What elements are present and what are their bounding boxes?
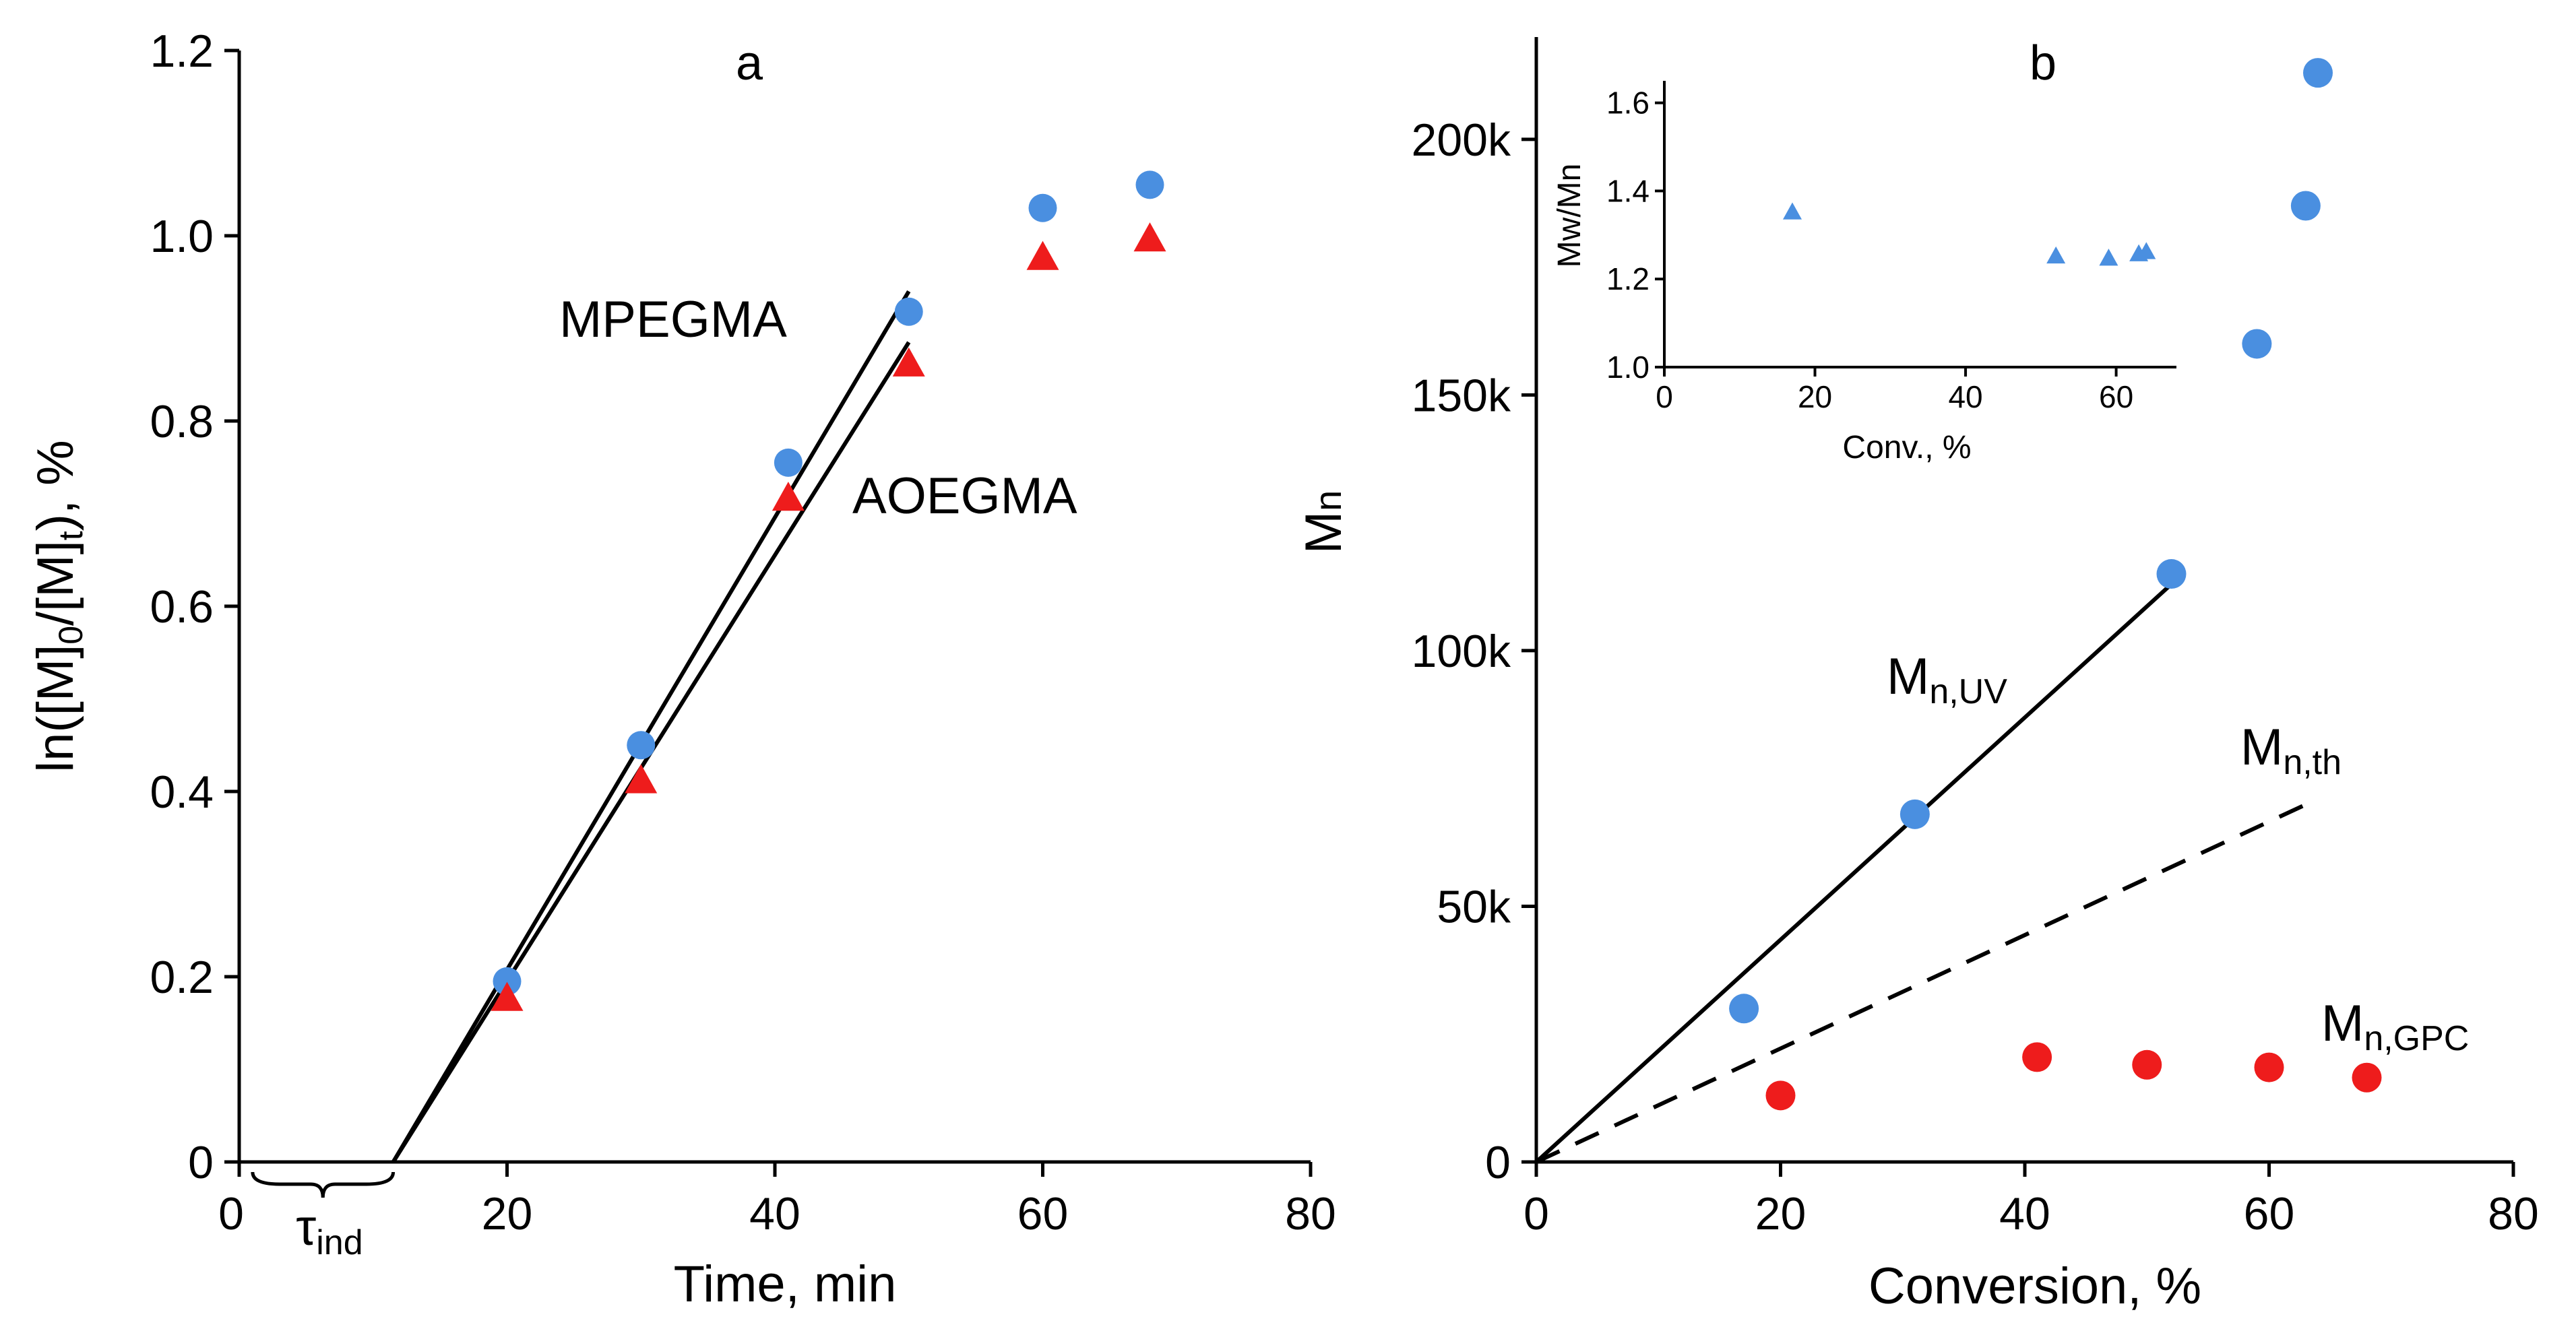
y-axis-label: ln([M]0/[M]t), %	[27, 440, 90, 773]
inset-dispersity-point	[2046, 246, 2066, 264]
y-tick-label-b: 200k	[1412, 115, 1511, 166]
x-tick-label-b: 60	[2244, 1188, 2295, 1239]
panel-b: 0 50k 100k 150k 200k 0 20 40 60 80 Conversion, % Mn…	[1295, 36, 2539, 1315]
mpegma-point	[493, 967, 522, 996]
induction-label: τind	[296, 1199, 363, 1262]
y-tick-label-b: 50k	[1437, 881, 1511, 932]
aoegma-point	[491, 981, 524, 1011]
mn-gpc-point	[1765, 1080, 1796, 1111]
inset-x-axis-label: Conv., %	[1842, 430, 1971, 465]
x-tick-label: 40	[749, 1188, 800, 1239]
aoegma-point	[1133, 222, 1166, 252]
aoegma-point	[1026, 240, 1059, 270]
y-tick-label: 1.2	[150, 26, 214, 77]
induction-label-sub: ind	[316, 1223, 363, 1262]
y-axis-label-mid: /[M]	[27, 540, 84, 626]
x-tick-label: 20	[482, 1188, 533, 1239]
y-tick-label: 0	[188, 1137, 214, 1188]
fit-line-mpegma	[391, 290, 911, 1163]
induction-brace	[251, 1171, 396, 1198]
y-axis-label-s1: 0	[52, 626, 90, 645]
label-n-gpc-sub: n,GPC	[2364, 1019, 2469, 1058]
y-tick-label-b: 100k	[1412, 626, 1511, 677]
label-n-uv-main: M	[1887, 648, 1929, 705]
y-tick-label: 0.8	[150, 396, 214, 447]
inset-chart: 1.0 1.2 1.4 1.6 0 20 40 60 Conv., % Mw/Mn	[1552, 81, 2176, 465]
mn-gpc-point	[2254, 1052, 2284, 1082]
inset-y-tick-label: 1.2	[1606, 261, 1650, 296]
label-mpegma: MPEGMA	[559, 291, 787, 348]
y-tick-label: 1.0	[150, 211, 214, 262]
inset-x-tick-label: 20	[1798, 379, 1832, 414]
mn-uv-point	[2242, 329, 2272, 359]
inset-x-tick-label: 0	[1656, 379, 1673, 414]
inset-y-tick-label: 1.6	[1606, 86, 1650, 121]
panel-label-a: a	[736, 36, 763, 90]
y-axis-label-s2: t	[52, 531, 90, 540]
mn-gpc-point	[2132, 1049, 2162, 1080]
y-axis-label-b-sub: n	[1307, 490, 1349, 511]
induction-label-main: τ	[296, 1199, 316, 1256]
aoegma-point	[772, 482, 805, 511]
label-n-th: Mn,th	[2240, 719, 2342, 782]
inset-y-axis-label: Mw/Mn	[1552, 164, 1588, 268]
inset-y-tick-label: 1.4	[1606, 173, 1650, 208]
y-axis-label-post: ), %	[27, 440, 84, 531]
x-tick-label-b: 40	[1999, 1188, 2050, 1239]
mn-uv-point	[2303, 58, 2333, 88]
y-axis-label-b-main: M	[1295, 511, 1352, 554]
x-axis-label: Time, min	[674, 1256, 897, 1313]
label-n-th-main: M	[2240, 719, 2283, 776]
mpegma-point	[1028, 193, 1057, 222]
aoegma-point	[892, 347, 925, 377]
inset-dispersity-point	[1783, 202, 1802, 220]
y-tick-label-b: 0	[1485, 1137, 1511, 1188]
inset-x-tick-label: 60	[2099, 379, 2133, 414]
label-n-uv-sub: n,UV	[1929, 672, 2007, 711]
y-tick-label: 0.4	[150, 767, 214, 818]
panel-a: 0 0.2 0.4 0.6 0.8 1.0 1.2 0 20 40 60 80 Time, min ln(…	[27, 26, 1336, 1313]
mpegma-point	[627, 731, 656, 760]
x-tick-label: 80	[1285, 1188, 1336, 1239]
line-mn-uv	[1534, 583, 2173, 1164]
mn-uv-point	[1899, 799, 1930, 829]
x-tick-label: 60	[1017, 1188, 1069, 1239]
y-tick-label-b: 150k	[1412, 370, 1511, 421]
inset-x-tick-label: 40	[1948, 379, 1982, 414]
x-tick-label-b: 80	[2488, 1188, 2539, 1239]
mpegma-point	[894, 297, 923, 326]
mn-uv-point	[2156, 559, 2187, 589]
inset-dispersity-point	[2137, 242, 2156, 259]
x-tick-label-b: 20	[1755, 1188, 1807, 1239]
x-tick-label: 0	[218, 1188, 244, 1239]
label-aoegma: AOEGMA	[852, 467, 1077, 525]
mn-uv-point	[2290, 191, 2321, 221]
mn-uv-point	[1729, 994, 1759, 1024]
mn-gpc-point	[2352, 1062, 2382, 1093]
panel-label-b: b	[2030, 36, 2056, 90]
mn-gpc-point	[2022, 1042, 2052, 1072]
y-axis-label-pre: ln([M]	[27, 645, 84, 773]
line-mn-th	[1535, 797, 2319, 1164]
inset-y-tick-label: 1.0	[1606, 350, 1650, 385]
y-axis-label-b: Mn	[1295, 490, 1352, 554]
inset-dispersity-point	[2099, 249, 2118, 266]
y-tick-label: 0.2	[150, 952, 214, 1003]
y-tick-label: 0.6	[150, 581, 214, 633]
label-n-gpc: Mn,GPC	[2321, 995, 2469, 1058]
x-tick-label-b: 0	[1523, 1188, 1549, 1239]
aoegma-point	[625, 764, 658, 793]
mpegma-point	[774, 448, 803, 477]
label-n-uv: Mn,UV	[1887, 648, 2007, 711]
label-n-th-sub: n,th	[2283, 743, 2342, 782]
x-axis-label-b: Conversion, %	[1868, 1258, 2201, 1315]
label-n-gpc-main: M	[2321, 995, 2364, 1052]
mpegma-point	[1135, 170, 1164, 199]
